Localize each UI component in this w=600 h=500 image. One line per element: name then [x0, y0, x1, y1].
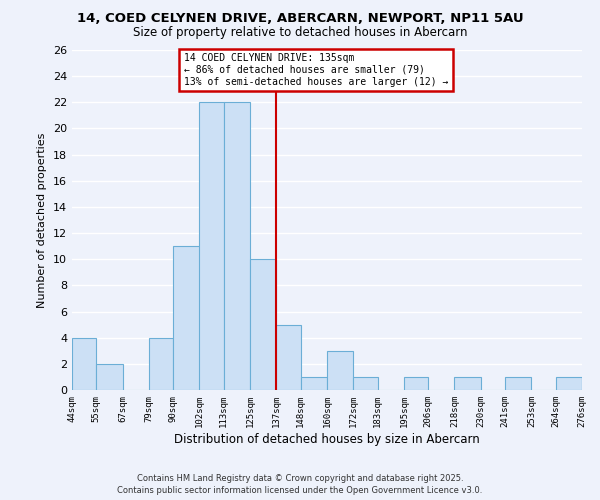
- Bar: [505, 377, 532, 390]
- Bar: [149, 338, 173, 390]
- Bar: [301, 377, 327, 390]
- Bar: [455, 377, 481, 390]
- Y-axis label: Number of detached properties: Number of detached properties: [37, 132, 47, 308]
- Text: Contains HM Land Registry data © Crown copyright and database right 2025.
Contai: Contains HM Land Registry data © Crown c…: [118, 474, 482, 495]
- Bar: [72, 338, 96, 390]
- Bar: [327, 351, 353, 390]
- Bar: [224, 102, 250, 390]
- Bar: [556, 377, 582, 390]
- Bar: [173, 246, 199, 390]
- Bar: [404, 377, 428, 390]
- Bar: [96, 364, 122, 390]
- Text: 14, COED CELYNEN DRIVE, ABERCARN, NEWPORT, NP11 5AU: 14, COED CELYNEN DRIVE, ABERCARN, NEWPOR…: [77, 12, 523, 26]
- Text: 14 COED CELYNEN DRIVE: 135sqm
← 86% of detached houses are smaller (79)
13% of s: 14 COED CELYNEN DRIVE: 135sqm ← 86% of d…: [184, 54, 449, 86]
- Bar: [353, 377, 377, 390]
- Bar: [250, 259, 277, 390]
- Bar: [199, 102, 224, 390]
- Bar: [277, 324, 301, 390]
- Text: Size of property relative to detached houses in Abercarn: Size of property relative to detached ho…: [133, 26, 467, 39]
- X-axis label: Distribution of detached houses by size in Abercarn: Distribution of detached houses by size …: [174, 432, 480, 446]
- Bar: [582, 377, 600, 390]
